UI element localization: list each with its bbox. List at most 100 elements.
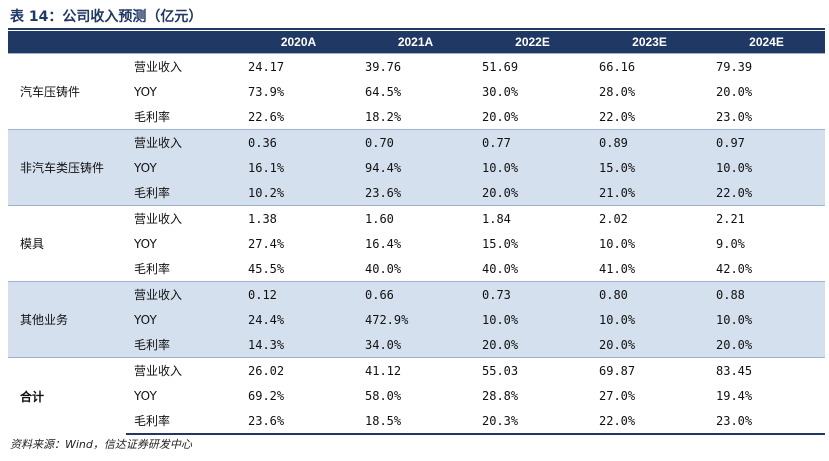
table-cell: 26.02 xyxy=(240,357,357,383)
metric-label: 营业收入 xyxy=(126,53,240,79)
table-cell: 1.38 xyxy=(240,205,357,231)
table-cell: 1.60 xyxy=(357,205,474,231)
metric-label: YOY xyxy=(126,383,240,408)
table-cell: 0.97 xyxy=(708,129,825,155)
table-cell: 40.0% xyxy=(357,256,474,282)
header-row: 2020A 2021A 2022E 2023E 2024E xyxy=(8,31,825,54)
table-cell: 0.66 xyxy=(357,281,474,307)
metric-label: YOY xyxy=(126,155,240,180)
table-cell: 23.6% xyxy=(240,408,357,435)
table-row: 模具 营业收入 1.38 1.60 1.84 2.02 2.21 xyxy=(8,205,825,282)
table-cell: 0.77 xyxy=(474,129,591,155)
table-cell: 22.0% xyxy=(708,180,825,206)
table-row: YOY 16.1% 94.4% 10.0% 15.0% 10.0% xyxy=(8,155,825,180)
metric-label: 营业收入 xyxy=(126,129,240,155)
table-cell: 20.3% xyxy=(474,408,591,435)
metric-label: 营业收入 xyxy=(126,205,240,231)
header-2021a: 2021A xyxy=(357,31,474,54)
table-cell: 27.4% xyxy=(240,231,357,256)
table-cell: 21.0% xyxy=(591,180,708,206)
table-cell: 20.0% xyxy=(708,79,825,104)
table-cell: 2.02 xyxy=(591,205,708,231)
table-group: 合计 营业收入 26.02 41.12 55.03 69.87 83.45 YOY 69.2% 5… xyxy=(8,357,825,435)
table-cell: 34.0% xyxy=(357,332,474,358)
table-cell: 0.88 xyxy=(708,281,825,307)
table-cell: 15.0% xyxy=(591,155,708,180)
group-label: 模具 xyxy=(8,205,126,282)
table-cell: 58.0% xyxy=(357,383,474,408)
revenue-forecast-table: 2020A 2021A 2022E 2023E 2024E 汽车压铸件 营业收入 2… xyxy=(8,31,825,435)
header-2022e: 2022E xyxy=(474,31,591,54)
metric-label: 毛利率 xyxy=(126,180,240,206)
table-row: 毛利率 45.5% 40.0% 40.0% 41.0% 42.0% xyxy=(8,256,825,282)
table-cell: 16.1% xyxy=(240,155,357,180)
table-cell: 20.0% xyxy=(474,180,591,206)
table-cell: 0.36 xyxy=(240,129,357,155)
table-cell: 10.0% xyxy=(474,307,591,332)
table-row: 合计 营业收入 26.02 41.12 55.03 69.87 83.45 xyxy=(8,357,825,434)
metric-label: YOY xyxy=(126,231,240,256)
table-row: 汽车压铸件 营业收入 24.17 39.76 51.69 66.16 79.39 xyxy=(8,53,825,130)
table-row: 毛利率 23.6% 18.5% 20.3% 22.0% 23.0% xyxy=(8,408,825,435)
table-cell: 24.17 xyxy=(240,53,357,79)
metric-label: 毛利率 xyxy=(126,408,240,435)
title-rule xyxy=(8,28,825,30)
metric-label: YOY xyxy=(126,79,240,104)
table-cell: 9.0% xyxy=(708,231,825,256)
table-cell: 19.4% xyxy=(708,383,825,408)
source-note: 资料来源：Wind，信达证券研发中心 xyxy=(10,438,192,451)
table-cell: 20.0% xyxy=(708,332,825,358)
table-cell: 2.21 xyxy=(708,205,825,231)
metric-label: 毛利率 xyxy=(126,256,240,282)
table-cell: 66.16 xyxy=(591,53,708,79)
table-row: YOY 69.2% 58.0% 28.8% 27.0% 19.4% xyxy=(8,383,825,408)
table-cell: 22.0% xyxy=(591,408,708,435)
table-group: 汽车压铸件 营业收入 24.17 39.76 51.69 66.16 79.39 YOY 73.… xyxy=(8,53,825,130)
table-row: 毛利率 22.6% 18.2% 20.0% 22.0% 23.0% xyxy=(8,104,825,130)
table-cell: 39.76 xyxy=(357,53,474,79)
table-cell: 0.89 xyxy=(591,129,708,155)
table-cell: 1.84 xyxy=(474,205,591,231)
table-cell: 69.2% xyxy=(240,383,357,408)
table-title: 表 14：公司收入预测（亿元） xyxy=(10,9,203,25)
table-row: 其他业务 营业收入 0.12 0.66 0.73 0.80 0.88 xyxy=(8,281,825,358)
table-cell: 10.0% xyxy=(708,307,825,332)
table-group: 其他业务 营业收入 0.12 0.66 0.73 0.80 0.88 YOY 24.4% 472.… xyxy=(8,281,825,358)
table-cell: 28.8% xyxy=(474,383,591,408)
table-cell: 0.80 xyxy=(591,281,708,307)
table-cell: 41.0% xyxy=(591,256,708,282)
header-2024e: 2024E xyxy=(708,31,825,54)
table-row: 毛利率 14.3% 34.0% 20.0% 20.0% 20.0% xyxy=(8,332,825,358)
metric-label: YOY xyxy=(126,307,240,332)
group-label: 其他业务 xyxy=(8,281,126,358)
table-cell: 40.0% xyxy=(474,256,591,282)
table-cell: 14.3% xyxy=(240,332,357,358)
table-cell: 27.0% xyxy=(591,383,708,408)
table-cell: 64.5% xyxy=(357,79,474,104)
table-cell: 10.0% xyxy=(591,307,708,332)
table-group: 非汽车类压铸件 营业收入 0.36 0.70 0.77 0.89 0.97 YOY 16.1% 9… xyxy=(8,129,825,206)
table-cell: 0.70 xyxy=(357,129,474,155)
table-cell: 20.0% xyxy=(474,104,591,130)
table-cell: 42.0% xyxy=(708,256,825,282)
table-cell: 10.0% xyxy=(474,155,591,180)
table-cell: 0.73 xyxy=(474,281,591,307)
table-cell: 73.9% xyxy=(240,79,357,104)
header-group xyxy=(8,31,126,54)
table-cell: 45.5% xyxy=(240,256,357,282)
table-row: YOY 73.9% 64.5% 30.0% 28.0% 20.0% xyxy=(8,79,825,104)
metric-label: 营业收入 xyxy=(126,357,240,383)
table-cell: 0.12 xyxy=(240,281,357,307)
table-cell: 28.0% xyxy=(591,79,708,104)
table-cell: 20.0% xyxy=(474,332,591,358)
table-row: 毛利率 10.2% 23.6% 20.0% 21.0% 22.0% xyxy=(8,180,825,206)
table-cell: 10.0% xyxy=(591,231,708,256)
table-cell: 23.6% xyxy=(357,180,474,206)
table-row: YOY 24.4% 472.9% 10.0% 10.0% 10.0% xyxy=(8,307,825,332)
table-cell: 10.2% xyxy=(240,180,357,206)
metric-label: 毛利率 xyxy=(126,332,240,358)
header-metric xyxy=(126,31,240,54)
table-row: 非汽车类压铸件 营业收入 0.36 0.70 0.77 0.89 0.97 xyxy=(8,129,825,206)
metric-label: 营业收入 xyxy=(126,281,240,307)
table-cell: 55.03 xyxy=(474,357,591,383)
